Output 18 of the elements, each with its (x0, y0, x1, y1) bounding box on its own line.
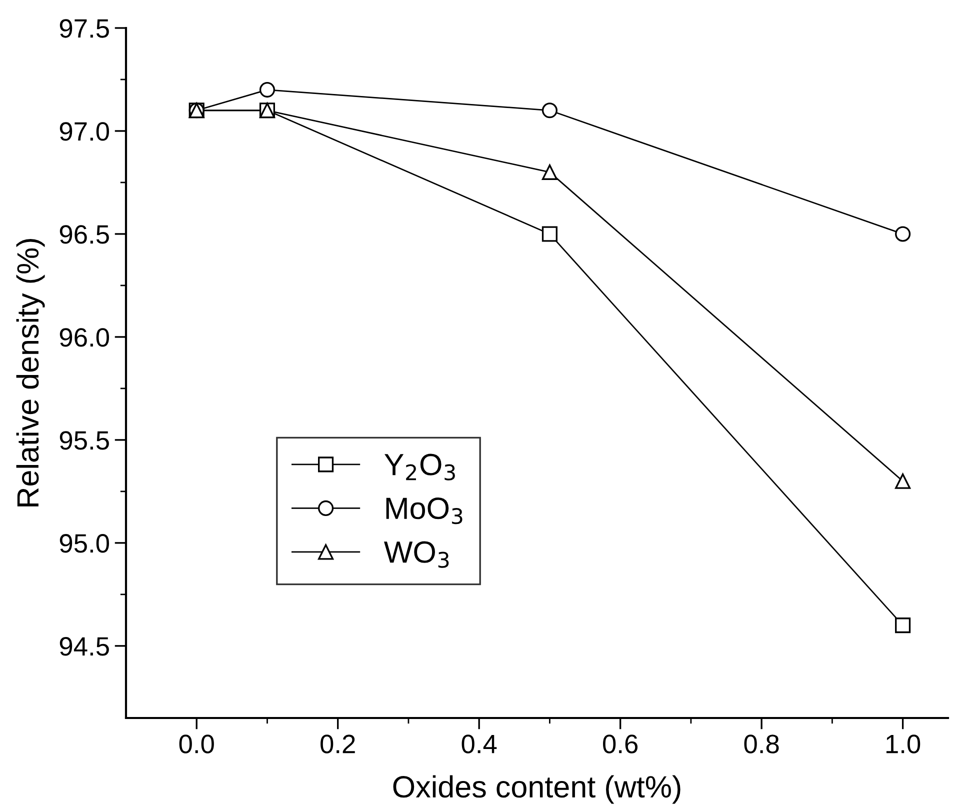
x-axis-title: Oxides content (wt%) (393, 775, 680, 804)
x-tick-label: 0.4 (462, 734, 497, 754)
x-tick-label: 0.6 (603, 734, 638, 754)
x-tick-label: 1.0 (886, 734, 920, 754)
y-tick-label: 94.5 (60, 637, 109, 656)
y-axis-title: Relative density (%) (16, 239, 45, 506)
y-tick-label: 97.5 (60, 19, 109, 38)
x-tick-label: 0.0 (179, 734, 214, 754)
legend-label: MoO$_{3}$ (386, 498, 462, 524)
x-tick-label: 0.8 (744, 734, 779, 754)
y-tick-label: 95.5 (60, 431, 109, 450)
y-tick-label: 97.0 (60, 122, 109, 141)
y-tick-label: 95.0 (60, 534, 109, 553)
y-tick-label: 96.5 (60, 225, 109, 244)
legend-label: WO$_{3}$ (384, 541, 449, 568)
x-tick-label: 0.2 (320, 734, 355, 754)
legend-label: Y$_{2}$O$_{3}$ (384, 454, 455, 480)
y-tick-label: 96.0 (60, 328, 109, 347)
